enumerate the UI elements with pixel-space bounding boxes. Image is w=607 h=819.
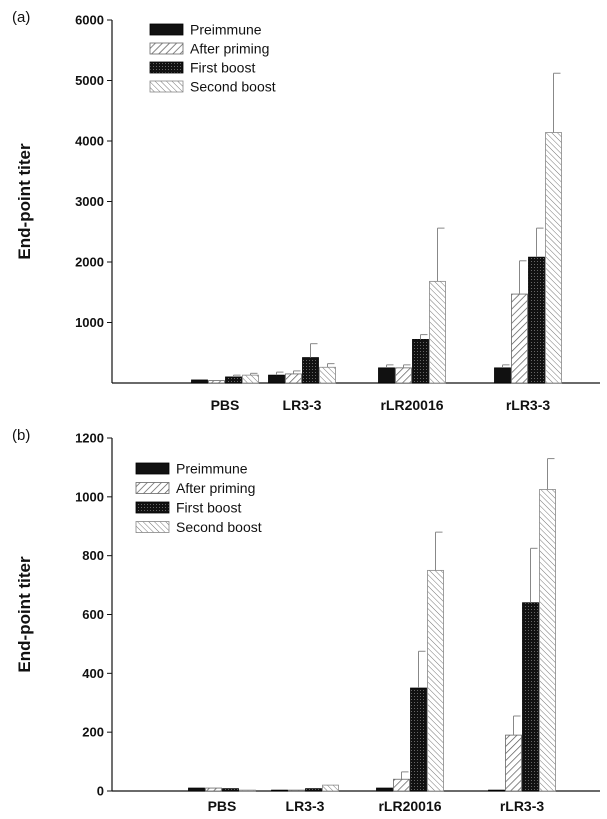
y-tick-label: 4000 xyxy=(75,134,104,149)
legend-swatch xyxy=(149,61,184,74)
legend-label: Preimmune xyxy=(176,461,248,477)
bar xyxy=(494,367,511,384)
bar xyxy=(208,380,225,384)
legend-label: Second boost xyxy=(190,79,276,95)
bar xyxy=(395,367,412,384)
bar xyxy=(239,789,256,792)
y-tick-label: 0 xyxy=(97,784,104,799)
bar xyxy=(322,784,339,792)
bar xyxy=(205,787,222,792)
x-tick-label: LR3-3 xyxy=(286,798,325,814)
y-tick-label: 200 xyxy=(82,725,104,740)
bar xyxy=(191,379,208,384)
legend-swatch xyxy=(135,521,170,533)
legend-label: After priming xyxy=(176,480,255,496)
bar xyxy=(376,787,393,792)
y-axis-label: End-point titer xyxy=(15,556,34,673)
y-tick-label: 1200 xyxy=(75,431,104,446)
y-tick-label: 6000 xyxy=(75,13,104,28)
bar xyxy=(429,280,446,384)
y-tick-label: 400 xyxy=(82,666,104,681)
legend-swatch xyxy=(149,80,184,93)
bar xyxy=(378,367,395,384)
bar xyxy=(225,376,242,384)
y-tick-label: 600 xyxy=(82,607,104,622)
bar xyxy=(242,374,259,384)
bar xyxy=(393,778,410,792)
bar xyxy=(505,734,522,792)
y-axis-label: End-point titer xyxy=(15,143,34,260)
bar xyxy=(319,366,336,384)
legend-swatch xyxy=(135,482,170,494)
bar xyxy=(427,569,444,792)
y-tick-label: 1000 xyxy=(75,315,104,330)
bar xyxy=(545,132,562,384)
bar xyxy=(188,787,205,792)
bar xyxy=(271,789,288,792)
legend-label: First boost xyxy=(190,60,255,76)
bar xyxy=(511,293,528,384)
legend-label: Second boost xyxy=(176,519,262,535)
panel-label: (b) xyxy=(12,427,30,444)
bar xyxy=(222,788,239,792)
bar xyxy=(302,357,319,384)
y-tick-label: 1000 xyxy=(75,489,104,504)
x-tick-label: LR3-3 xyxy=(283,397,322,413)
legend-label: Preimmune xyxy=(190,22,262,38)
legend-swatch xyxy=(135,462,170,475)
bar xyxy=(488,789,505,792)
x-tick-label: PBS xyxy=(208,798,237,814)
y-tick-label: 2000 xyxy=(75,255,104,270)
x-tick-label: PBS xyxy=(211,397,240,413)
legend-swatch xyxy=(149,23,184,36)
panel-label: (a) xyxy=(12,9,30,26)
legend-swatch xyxy=(149,42,184,55)
bar xyxy=(285,373,302,384)
bar xyxy=(288,789,305,792)
bar xyxy=(522,602,539,792)
legend-label: After priming xyxy=(190,41,269,57)
legend-swatch xyxy=(135,501,170,514)
y-tick-label: 3000 xyxy=(75,194,104,209)
x-tick-label: rLR3-3 xyxy=(500,798,545,814)
bar xyxy=(305,788,322,792)
y-tick-label: 800 xyxy=(82,548,104,563)
y-tick-label: 5000 xyxy=(75,73,104,88)
legend-label: First boost xyxy=(176,500,241,516)
bar xyxy=(410,687,427,792)
bar xyxy=(268,374,285,384)
x-tick-label: rLR20016 xyxy=(378,798,441,814)
x-tick-label: rLR3-3 xyxy=(506,397,551,413)
x-tick-label: rLR20016 xyxy=(380,397,443,413)
bar xyxy=(412,339,429,384)
bar xyxy=(539,489,556,792)
bar xyxy=(528,256,545,384)
